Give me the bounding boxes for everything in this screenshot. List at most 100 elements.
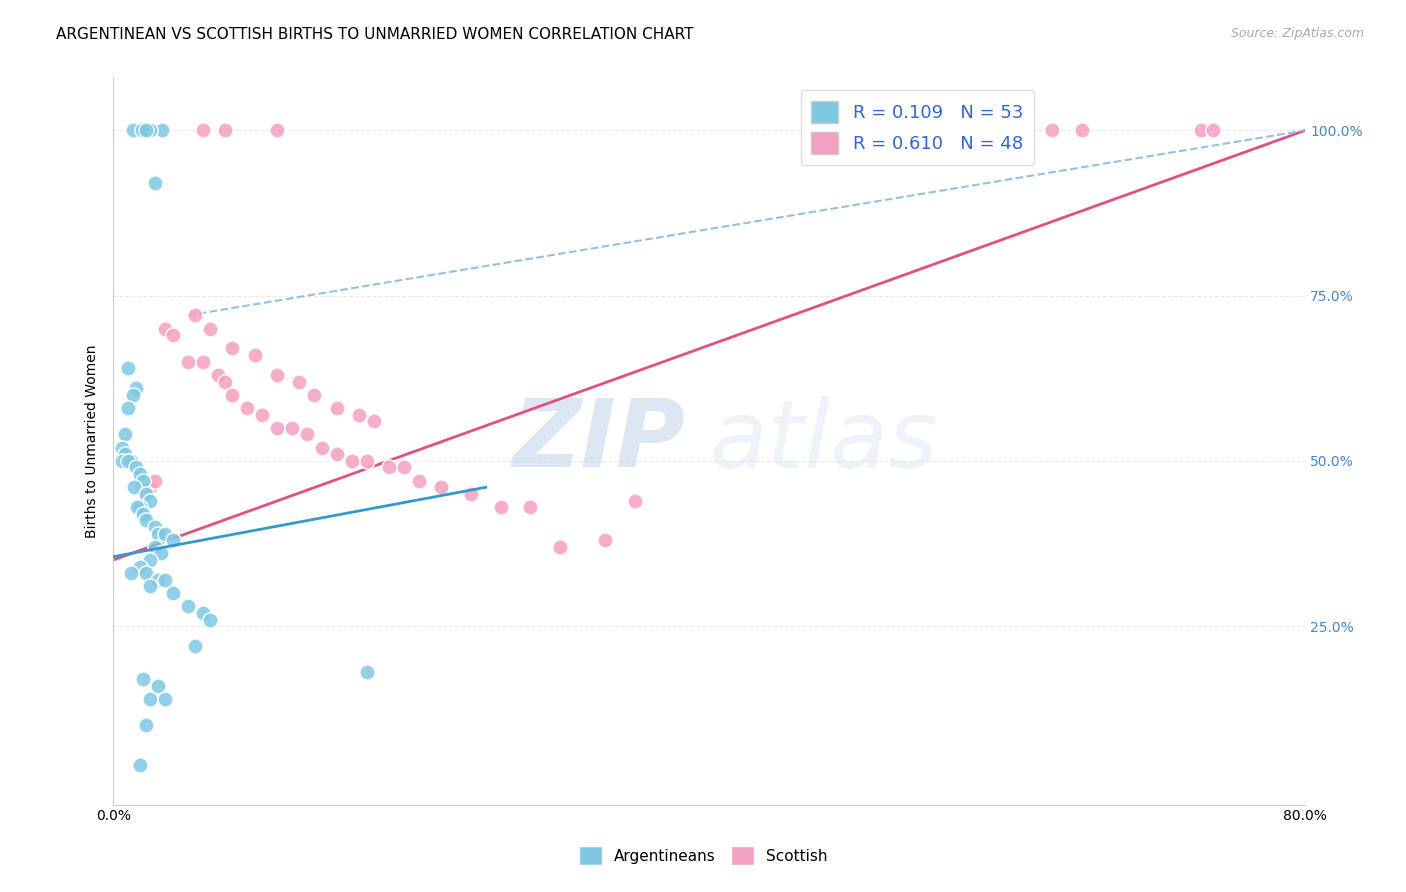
Point [139, 553, 162, 567]
Point [281, 421, 304, 435]
Point [288, 375, 311, 389]
Legend: Argentineans, Scottish: Argentineans, Scottish [572, 840, 834, 871]
Point [184, 639, 207, 653]
Point [111, 454, 134, 468]
Text: ARGENTINEAN VS SCOTTISH BIRTHS TO UNMARRIED WOMEN CORRELATION CHART: ARGENTINEAN VS SCOTTISH BIRTHS TO UNMARR… [56, 27, 693, 42]
Point [340, 454, 363, 468]
Point [177, 599, 200, 614]
Point [214, 123, 236, 137]
Point [132, 474, 155, 488]
Point [266, 123, 288, 137]
Point [129, 758, 152, 772]
Point [111, 441, 134, 455]
Text: Source: ZipAtlas.com: Source: ZipAtlas.com [1230, 27, 1364, 40]
Point [1189, 123, 1212, 137]
Point [460, 487, 482, 501]
Point [132, 480, 155, 494]
Point [356, 665, 378, 680]
Point [132, 507, 155, 521]
Point [124, 460, 146, 475]
Point [519, 500, 541, 515]
Point [135, 718, 157, 732]
Point [149, 546, 172, 560]
Text: ZIP: ZIP [513, 395, 686, 487]
Point [125, 500, 148, 515]
Point [124, 381, 146, 395]
Point [266, 421, 288, 435]
Point [356, 454, 378, 468]
Point [162, 586, 184, 600]
Point [155, 573, 177, 587]
Point [593, 533, 616, 548]
Point [177, 354, 200, 368]
Point [114, 447, 136, 461]
Point [162, 533, 184, 548]
Point [135, 566, 157, 581]
Point [146, 573, 169, 587]
Point [408, 474, 430, 488]
Point [143, 474, 166, 488]
Point [214, 375, 236, 389]
Text: atlas: atlas [709, 395, 938, 486]
Point [129, 467, 152, 481]
Point [143, 540, 166, 554]
Point [129, 559, 152, 574]
Point [198, 321, 221, 335]
Point [921, 123, 943, 137]
Point [1202, 123, 1225, 137]
Point [120, 454, 142, 468]
Point [146, 679, 169, 693]
Point [1070, 123, 1092, 137]
Y-axis label: Births to Unmarried Women: Births to Unmarried Women [86, 344, 100, 538]
Point [122, 480, 145, 494]
Point [325, 447, 347, 461]
Point [131, 123, 153, 137]
Point [311, 441, 333, 455]
Point [139, 691, 162, 706]
Point [155, 691, 177, 706]
Point [1040, 123, 1063, 137]
Point [117, 361, 139, 376]
Point [162, 328, 184, 343]
Point [221, 388, 243, 402]
Point [117, 454, 139, 468]
Point [243, 348, 266, 362]
Point [139, 493, 162, 508]
Point [191, 123, 214, 137]
Point [266, 368, 288, 382]
Point [143, 176, 166, 190]
Point [139, 123, 162, 137]
Point [191, 354, 214, 368]
Point [139, 480, 162, 494]
Point [143, 520, 166, 534]
Point [135, 487, 157, 501]
Point [155, 321, 177, 335]
Point [121, 123, 143, 137]
Point [150, 123, 173, 137]
Point [132, 123, 155, 137]
Point [132, 672, 155, 686]
Point [120, 566, 142, 581]
Point [135, 487, 157, 501]
Point [304, 388, 326, 402]
Point [207, 368, 229, 382]
Point [363, 414, 385, 428]
Point [430, 480, 453, 494]
Point [184, 309, 207, 323]
Point [155, 526, 177, 541]
Point [295, 427, 318, 442]
Point [114, 427, 136, 442]
Point [347, 408, 370, 422]
Point [121, 388, 143, 402]
Point [146, 526, 169, 541]
Point [378, 460, 401, 475]
Point [135, 513, 157, 527]
Point [198, 613, 221, 627]
Point [117, 401, 139, 415]
Point [489, 500, 512, 515]
Point [392, 460, 415, 475]
Point [135, 123, 157, 137]
Point [250, 408, 273, 422]
Legend: R = 0.109   N = 53, R = 0.610   N = 48: R = 0.109 N = 53, R = 0.610 N = 48 [800, 90, 1033, 165]
Point [129, 500, 152, 515]
